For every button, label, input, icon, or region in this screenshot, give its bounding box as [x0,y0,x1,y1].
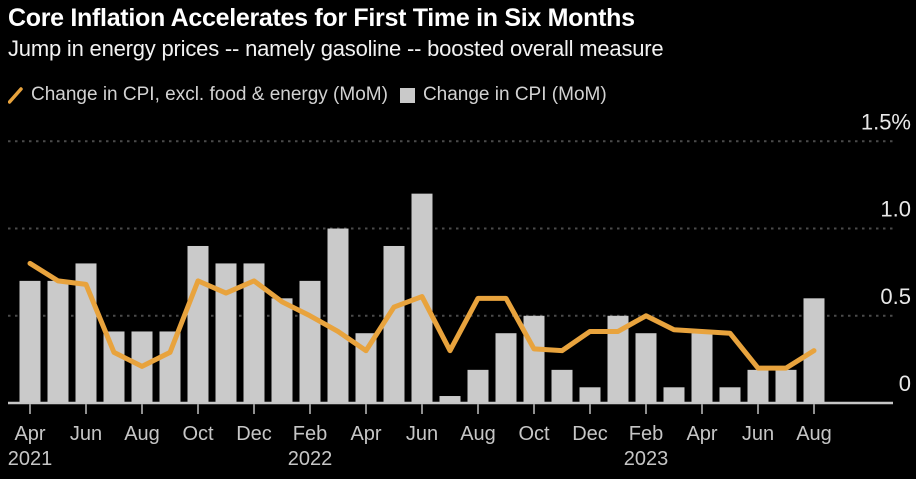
chart-subtitle: Jump in energy prices -- namely gasoline… [8,36,664,61]
x-label-Apr: Apr [350,423,381,445]
x-label-Dec: Dec [572,423,608,445]
legend-label-core-cpi: Change in CPI, excl. food & energy (MoM) [31,84,388,105]
x-label-Aug: Aug [460,423,496,445]
x-label-Apr: Apr [686,423,717,445]
bar-Sep-2022 [495,333,517,403]
bar-Mar-2022 [327,228,349,403]
bar-Jul-2023 [775,369,797,403]
chart-legend: Change in CPI, excl. food & energy (MoM)… [8,84,607,106]
y-label-1.5%: 1.5% [861,109,911,134]
bar-May-2023 [719,387,741,403]
bar-Mar-2023 [663,387,685,403]
bar-Jul-2022 [439,396,461,403]
x-label-Dec: Dec [236,423,272,445]
x-label-Jun: Jun [742,423,774,445]
cpi-bar-swatch-icon [399,87,415,103]
bar-Feb-2022 [299,280,321,403]
y-label-0: 0 [899,371,911,396]
x-label-Feb2022: Feb [293,423,327,445]
x-year-label-2023: 2023 [624,448,669,470]
x-label-Apr2021: Apr [14,423,45,445]
page-title: Core Inflation Accelerates for First Tim… [8,4,635,32]
bar-Jan-2022 [271,298,293,403]
x-label-Feb2023: Feb [629,423,663,445]
x-year-label-2022: 2022 [288,448,333,470]
bar-Oct-2022 [523,315,545,403]
x-year-label-2021: 2021 [8,448,53,470]
core-cpi-line [27,260,817,371]
bar-Dec-2021 [243,263,265,403]
legend-item-core-cpi-line: Change in CPI, excl. food & energy (MoM) [8,84,388,106]
x-label-Aug: Aug [796,423,832,445]
bar-Oct-2021 [187,245,209,403]
bar-Jan-2023 [607,315,629,403]
bar-Nov-2021 [215,263,237,403]
bar-Jul-2021 [103,331,125,403]
y-label-1.0: 1.0 [880,197,911,222]
bar-Nov-2022 [551,369,573,403]
x-label-Jun: Jun [406,423,438,445]
bar-Sep-2021 [159,331,181,403]
bar-Feb-2023 [635,333,657,403]
bar-Apr-2021 [19,280,41,403]
x-label-Aug: Aug [124,423,160,445]
core-cpi-line-swatch-icon [8,86,23,104]
bar-May-2022 [383,245,405,403]
x-label-Oct: Oct [518,423,550,445]
x-label-Jun: Jun [70,423,102,445]
bar-May-2021 [47,280,69,403]
bar-Aug-2022 [467,369,489,403]
bar-Jun-2023 [747,369,769,403]
bar-Apr-2023 [691,333,713,403]
legend-item-cpi-bars: Change in CPI (MoM) [399,84,607,106]
legend-label-cpi: Change in CPI (MoM) [422,84,607,105]
bar-Apr-2022 [355,333,377,403]
bar-Dec-2022 [579,387,601,403]
x-label-Oct: Oct [182,423,214,445]
y-label-0.5: 0.5 [880,284,911,309]
